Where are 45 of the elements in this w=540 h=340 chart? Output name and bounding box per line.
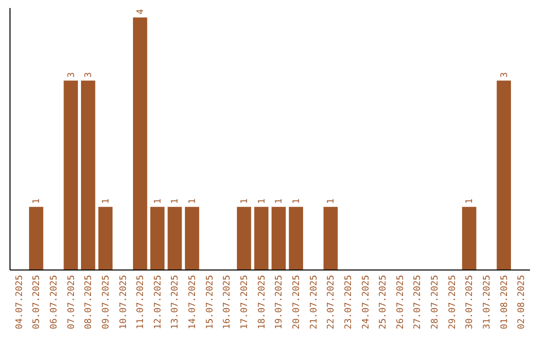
x-tick-label: 28.07.2025: [430, 275, 441, 330]
x-tick-label: 07.07.2025: [66, 275, 77, 330]
x-tick-label: 21.07.2025: [309, 275, 320, 330]
x-tick-label: 25.07.2025: [378, 275, 389, 330]
data-label: 3: [66, 72, 77, 78]
x-tick-label: 09.07.2025: [101, 275, 112, 330]
x-tick-label: 08.07.2025: [84, 275, 94, 330]
data-label: 1: [292, 198, 302, 204]
data-label: 1: [465, 198, 476, 204]
data-label: 3: [84, 72, 94, 78]
x-tick-label: 14.07.2025: [188, 275, 198, 330]
x-tick-label: 30.07.2025: [465, 275, 476, 330]
x-tick-label: 13.07.2025: [170, 275, 181, 330]
data-label: 1: [32, 198, 42, 204]
x-tick-label: 31.07.2025: [482, 275, 493, 330]
x-tick-label: 18.07.2025: [257, 275, 268, 330]
x-tick-label: 12.07.2025: [153, 275, 164, 330]
x-tick-label: 06.07.2025: [49, 275, 60, 330]
x-tick-label: 26.07.2025: [396, 275, 406, 330]
x-tick-label: 01.08.2025: [500, 275, 510, 330]
x-tick-label: 23.07.2025: [344, 275, 354, 330]
x-tick-label: 19.07.2025: [274, 275, 285, 330]
x-tick-label: 15.07.2025: [205, 275, 216, 330]
x-tick-label: 29.07.2025: [448, 275, 458, 330]
data-label: 1: [257, 198, 268, 204]
x-tick-label: 24.07.2025: [361, 275, 372, 330]
x-tick-label: 04.07.2025: [14, 275, 25, 330]
x-tick-label: 16.07.2025: [222, 275, 233, 330]
x-tick-label: 20.07.2025: [292, 275, 302, 330]
data-label: 1: [101, 198, 112, 204]
data-label: 1: [153, 198, 164, 204]
data-label: 1: [240, 198, 250, 204]
data-label: 3: [500, 72, 510, 78]
data-label: 1: [326, 198, 337, 204]
data-label: 1: [170, 198, 181, 204]
data-label: 1: [188, 198, 198, 204]
x-tick-label: 05.07.2025: [32, 275, 42, 330]
x-tick-label: 10.07.2025: [118, 275, 129, 330]
x-tick-label: 22.07.2025: [326, 275, 337, 330]
data-label: 4: [136, 9, 146, 14]
x-tick-label: 11.07.2025: [136, 275, 146, 330]
x-tick-label: 17.07.2025: [240, 275, 250, 330]
x-tick-label: 27.07.2025: [413, 275, 424, 330]
data-label: 1: [274, 198, 285, 204]
x-tick-label: 02.08.2025: [517, 275, 528, 330]
